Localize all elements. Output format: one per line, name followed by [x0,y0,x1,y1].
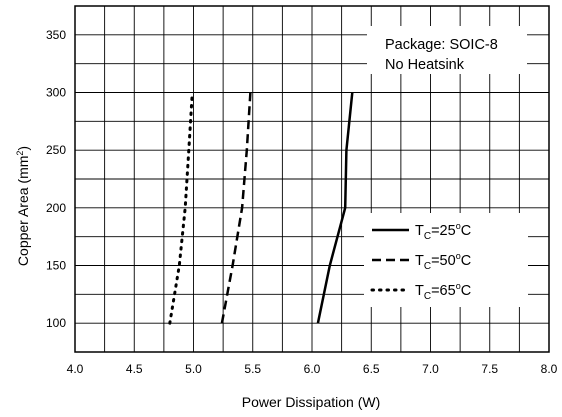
x-tick-label: 5.0 [185,362,202,376]
x-tick-label: 7.0 [422,362,439,376]
y-tick-label: 100 [46,316,66,330]
series-line-3 [168,91,194,325]
x-tick-label: 4.0 [67,362,84,376]
x-tick-label: 8.0 [541,362,558,376]
y-tick-label: 250 [46,143,66,157]
series-layer [168,91,354,325]
x-tick-label: 5.5 [244,362,261,376]
legend: TC=25oC TC=50oC TC=65oC [370,221,471,302]
x-tick-label: 7.5 [481,362,498,376]
plot-frame [74,5,550,353]
y-tick-labels: 100 150 200 250 300 350 [46,28,66,330]
annotation-box [367,26,527,74]
annotation-line-2: No Heatsink [385,57,465,73]
x-tick-labels: 4.0 4.5 5.0 5.5 6.0 6.5 7.0 7.5 8.0 [67,362,558,376]
x-axis-title: Power Dissipation (W) [242,394,380,410]
x-tick-label: 6.5 [363,362,380,376]
y-axis-title-tail: ) [15,146,31,151]
legend-label-1: TC=25oC [415,221,471,242]
y-axis-title-sup: 2 [15,151,25,156]
y-tick-label: 200 [46,201,66,215]
y-tick-label: 300 [46,86,66,100]
x-tick-label: 6.0 [304,362,321,376]
series-line-1 [316,92,354,324]
annotation-line-1: Package: SOIC-8 [385,37,498,53]
y-tick-label: 150 [46,259,66,273]
x-tick-label: 4.5 [126,362,143,376]
y-axis-title: Copper Area (mm2) [15,146,31,266]
y-tick-label: 350 [46,28,66,42]
series-line-2 [220,92,252,324]
legend-label-2: TC=50oC [415,251,471,272]
y-axis-title-main: Copper Area (mm [15,156,31,266]
legend-label-3: TC=65oC [415,281,471,302]
